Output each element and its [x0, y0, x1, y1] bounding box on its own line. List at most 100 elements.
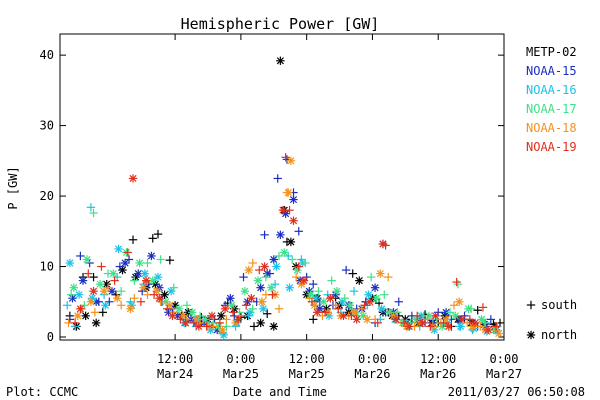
noaa-19-south-point	[176, 315, 185, 324]
metp-02-south-point	[263, 309, 272, 318]
x-tick-label-time: 0:00	[358, 352, 387, 366]
noaa-19-north-point	[76, 304, 85, 314]
y-axis-label: P [GW]	[6, 166, 20, 209]
noaa-17-south-point	[366, 272, 376, 282]
noaa-19-north-point	[418, 318, 427, 328]
noaa-19-north-point	[207, 311, 217, 321]
noaa-19-south-point	[215, 318, 225, 328]
noaa-17-north-point	[306, 290, 315, 299]
noaa-18-north-point	[455, 297, 464, 306]
noaa-18-north-point	[218, 325, 227, 335]
noaa-19-south-point	[149, 290, 159, 299]
noaa-19-south-point	[399, 318, 409, 328]
noaa-17-south-point	[314, 286, 323, 296]
noaa-18-north-point	[362, 315, 372, 324]
noaa-15-north-point	[120, 258, 130, 268]
noaa-19-south-point	[412, 311, 422, 321]
noaa-18-south-point	[130, 294, 139, 303]
noaa-19-south-point	[202, 322, 211, 331]
noaa-19-north-point	[278, 205, 288, 215]
noaa-19-north-point	[405, 322, 414, 331]
legend-entry-noaa-16: NOAA-16	[526, 83, 577, 97]
noaa-17-south-point	[156, 255, 165, 264]
noaa-16-north-point	[285, 283, 294, 292]
noaa-18-south-point	[384, 272, 393, 282]
metp-02-south-point	[98, 308, 107, 317]
noaa-17-south-point	[130, 276, 139, 285]
noaa-15-south-point	[273, 174, 282, 183]
noaa-19-north-point	[141, 276, 151, 285]
noaa-17-south-point	[301, 258, 310, 268]
noaa-18-north-point	[286, 156, 296, 166]
noaa-15-south-point	[105, 297, 114, 306]
noaa-15-north-point	[147, 251, 156, 261]
noaa-17-north-point	[109, 269, 118, 278]
legend-entry-noaa-15: NOAA-15	[526, 64, 577, 78]
noaa-19-south-point	[373, 318, 382, 328]
metp-02-south-point	[473, 306, 482, 315]
noaa-19-south-point	[347, 311, 356, 321]
metp-02-north-point	[216, 311, 226, 321]
noaa-15-north-point	[263, 269, 272, 278]
noaa-19-north-point	[299, 276, 309, 285]
noaa-18-north-point	[86, 297, 96, 306]
metp-02-north-point	[160, 290, 169, 299]
noaa-19-north-point	[457, 315, 467, 324]
legend-entry-noaa-17: NOAA-17	[526, 102, 577, 116]
noaa-17-south-point	[195, 311, 205, 321]
legend-north-marker	[526, 330, 536, 340]
x-tick-label-date: Mar25	[223, 367, 259, 381]
noaa-18-south-point	[291, 272, 301, 282]
noaa-18-north-point	[494, 329, 503, 338]
noaa-19-south-point	[97, 262, 106, 271]
noaa-15-south-point	[294, 227, 303, 236]
noaa-19-north-point	[220, 304, 230, 314]
metp-02-north-point	[81, 311, 90, 321]
noaa-16-north-point	[65, 258, 75, 268]
plot-credit: Plot: CCMC	[6, 385, 78, 399]
noaa-17-south-point	[248, 304, 257, 314]
noaa-19-north-point	[391, 315, 401, 324]
noaa-17-north-point	[280, 248, 289, 257]
x-tick-label-time: 12:00	[420, 352, 456, 366]
noaa-17-north-point	[424, 311, 434, 321]
noaa-19-north-point	[339, 311, 348, 321]
noaa-19-north-point	[444, 322, 453, 331]
noaa-17-north-point	[240, 286, 250, 296]
noaa-17-north-point	[372, 294, 381, 303]
noaa-17-north-point	[69, 283, 79, 292]
noaa-17-north-point	[95, 279, 105, 289]
metp-02-north-point	[286, 237, 296, 247]
x-tick-label-date: Mar24	[157, 367, 193, 381]
noaa-15-north-point	[68, 294, 77, 303]
noaa-17-north-point	[135, 258, 144, 268]
noaa-17-north-point	[345, 301, 355, 310]
metp-02-south-point	[153, 229, 163, 239]
noaa-15-north-point	[370, 283, 380, 292]
noaa-19-south-point	[268, 290, 277, 299]
noaa-17-south-point	[393, 308, 402, 317]
noaa-16-north-point	[272, 262, 281, 271]
noaa-15-north-point	[256, 283, 265, 292]
generation-timestamp: 2011/03/27 06:50:08	[448, 385, 585, 399]
noaa-16-south-point	[349, 286, 359, 296]
noaa-18-north-point	[244, 265, 253, 275]
noaa-19-north-point	[155, 294, 164, 303]
noaa-17-north-point	[227, 301, 236, 310]
noaa-17-south-point	[340, 294, 350, 303]
noaa-19-south-point	[491, 322, 501, 331]
x-axis-label: Date and Time	[233, 385, 327, 399]
noaa-19-south-point	[136, 297, 146, 306]
noaa-17-south-point	[445, 308, 455, 317]
metp-02-south-point	[309, 315, 318, 324]
metp-02-north-point	[91, 318, 101, 328]
noaa-19-north-point	[289, 216, 298, 225]
metp-02-north-point	[256, 318, 265, 328]
noaa-19-south-point	[360, 301, 369, 310]
noaa-17-north-point	[293, 265, 302, 275]
noaa-15-south-point	[124, 255, 134, 264]
x-tick-label-time: 12:00	[289, 352, 325, 366]
noaa-18-north-point	[284, 188, 293, 197]
noaa-15-south-point	[76, 251, 85, 261]
noaa-19-south-point	[281, 153, 290, 162]
